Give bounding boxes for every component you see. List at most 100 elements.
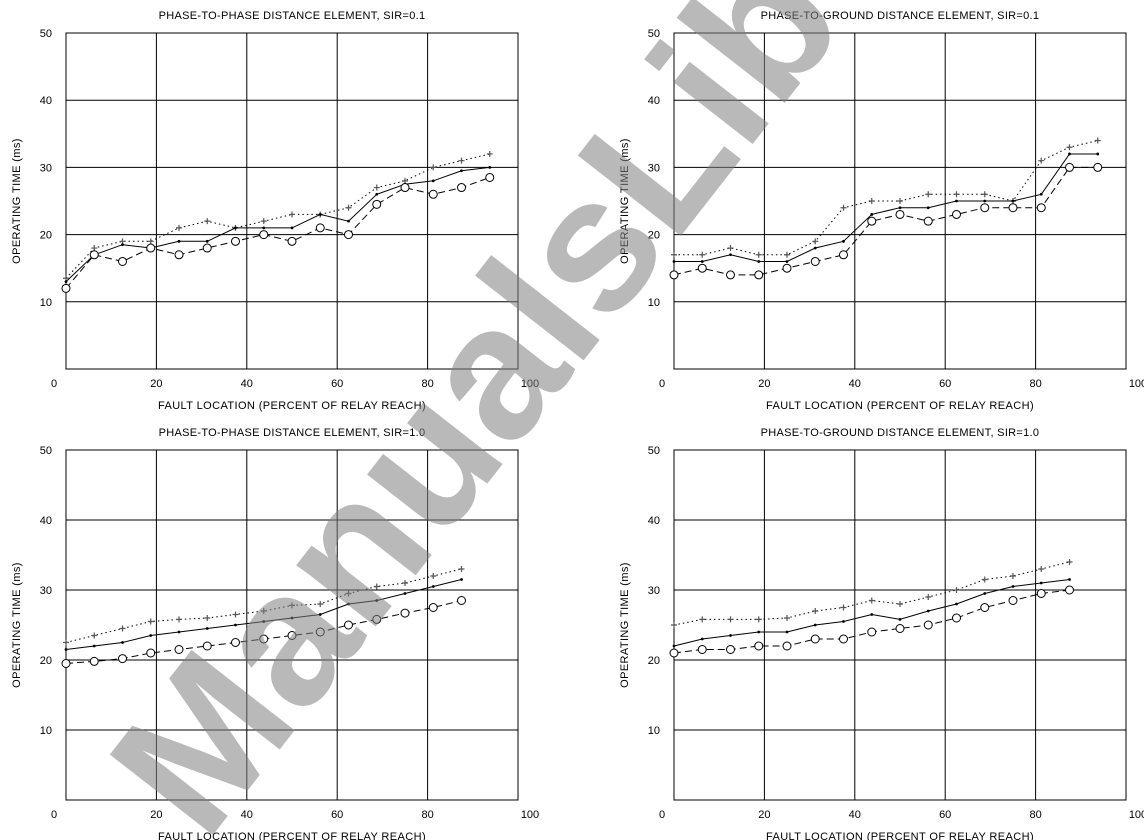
data-point-plus	[317, 601, 324, 607]
data-point-circle	[61, 283, 71, 293]
data-point-circle	[61, 659, 71, 668]
series-solid-dot	[672, 578, 1071, 648]
series-dotted-plus	[671, 137, 1101, 258]
data-point-circle	[174, 250, 184, 260]
data-point-circle	[1036, 589, 1046, 598]
x-tick-label: 80	[421, 809, 433, 821]
chart-2: PHASE-TO-GROUND DISTANCE ELEMENT, SIR=0.…	[619, 10, 1144, 412]
data-point-circle	[400, 608, 410, 618]
data-point-circle	[428, 189, 438, 199]
data-point-dot	[177, 239, 181, 243]
x-tick-label: 40	[241, 809, 253, 821]
data-point-circle	[118, 654, 127, 664]
data-point-circle	[1036, 203, 1046, 213]
y-axis-label: OPERATING TIME (ms)	[619, 562, 631, 688]
data-point-plus	[1010, 573, 1016, 579]
x-tick-label: 20	[758, 809, 770, 821]
y-tick-label: 50	[40, 445, 52, 457]
data-point-plus	[176, 616, 182, 623]
data-point-circle	[259, 230, 269, 240]
data-point-dot	[460, 169, 463, 173]
x-tick-label: 0	[51, 809, 57, 821]
data-point-circle	[669, 270, 679, 280]
data-point-dot	[729, 634, 732, 637]
data-point-circle	[146, 243, 156, 253]
data-point-circle	[980, 603, 990, 612]
data-point-plus	[868, 597, 875, 604]
data-point-dot	[785, 260, 789, 263]
y-tick-label: 10	[648, 725, 660, 737]
data-point-plus	[1066, 559, 1073, 565]
data-point-plus	[402, 580, 408, 586]
data-point-circle	[315, 223, 325, 233]
data-point-dot	[234, 623, 237, 627]
plot-frame	[673, 32, 1127, 370]
data-point-dot	[1011, 199, 1015, 203]
x-tick-label: 20	[758, 378, 770, 390]
y-tick-label: 20	[648, 230, 660, 242]
data-point-plus	[204, 615, 211, 621]
chart-title: PHASE-TO-PHASE DISTANCE ELEMENT, SIR=1.0	[159, 427, 426, 439]
data-point-dot	[870, 613, 874, 616]
data-point-circle	[669, 648, 679, 658]
data-point-circle	[344, 230, 353, 240]
y-tick-label: 30	[648, 162, 660, 174]
data-point-plus	[486, 150, 493, 157]
data-point-circle	[980, 203, 990, 213]
x-tick-label: 20	[150, 809, 162, 821]
data-point-plus	[458, 157, 465, 164]
data-point-circle	[867, 627, 877, 637]
data-point-dot	[121, 243, 124, 247]
data-point-circle	[315, 627, 325, 637]
data-point-circle	[754, 641, 764, 651]
data-point-circle	[952, 613, 961, 623]
data-point-dot	[1096, 152, 1100, 156]
data-point-plus	[373, 583, 380, 590]
series-dashed-circle	[61, 172, 495, 293]
x-tick-label: 80	[421, 378, 433, 390]
data-point-dot	[1068, 578, 1071, 581]
data-point-circle	[810, 634, 820, 644]
y-tick-label: 30	[40, 585, 52, 597]
data-point-circle	[895, 624, 905, 633]
data-point-circle	[485, 172, 495, 182]
chart-title: PHASE-TO-GROUND DISTANCE ELEMENT, SIR=1.…	[761, 427, 1040, 439]
data-point-circle	[810, 256, 820, 266]
data-point-plus	[812, 608, 819, 614]
data-point-dot	[92, 644, 96, 648]
data-point-dot	[318, 613, 322, 616]
data-point-dot	[898, 618, 902, 621]
data-point-dot	[205, 627, 209, 630]
chart-title: PHASE-TO-GROUND DISTANCE ELEMENT, SIR=0.…	[761, 10, 1040, 22]
x-axis-label: FAULT LOCATION (PERCENT OF RELAY REACH)	[158, 400, 426, 412]
series-dotted-plus	[671, 559, 1073, 628]
data-point-dot	[149, 634, 153, 637]
data-point-plus	[671, 622, 677, 628]
y-tick-label: 40	[648, 95, 660, 107]
y-tick-label: 40	[648, 515, 660, 527]
series-dashed-circle	[669, 585, 1074, 658]
data-point-circle	[923, 216, 933, 226]
data-point-circle	[952, 209, 961, 219]
data-point-circle	[202, 243, 212, 253]
y-tick-label: 30	[648, 585, 660, 597]
series-line	[65, 153, 490, 279]
data-point-circle	[1093, 162, 1103, 172]
series-line	[65, 568, 462, 643]
data-point-plus	[91, 245, 98, 252]
data-point-dot	[290, 226, 294, 230]
chart-3: PHASE-TO-PHASE DISTANCE ELEMENT, SIR=1.0…	[11, 427, 539, 840]
x-tick-label: 0	[659, 378, 665, 390]
y-axis-label: OPERATING TIME (ms)	[11, 562, 23, 688]
series-line	[673, 166, 1098, 276]
data-point-plus	[812, 238, 819, 245]
data-point-dot	[64, 280, 68, 284]
x-tick-label: 40	[241, 378, 253, 390]
data-point-dot	[121, 641, 124, 644]
series-line	[65, 177, 490, 289]
data-point-dot	[290, 616, 294, 620]
data-point-plus	[699, 616, 706, 623]
data-point-plus	[897, 198, 903, 204]
x-axis-label: FAULT LOCATION (PERCENT OF RELAY REACH)	[158, 831, 426, 840]
